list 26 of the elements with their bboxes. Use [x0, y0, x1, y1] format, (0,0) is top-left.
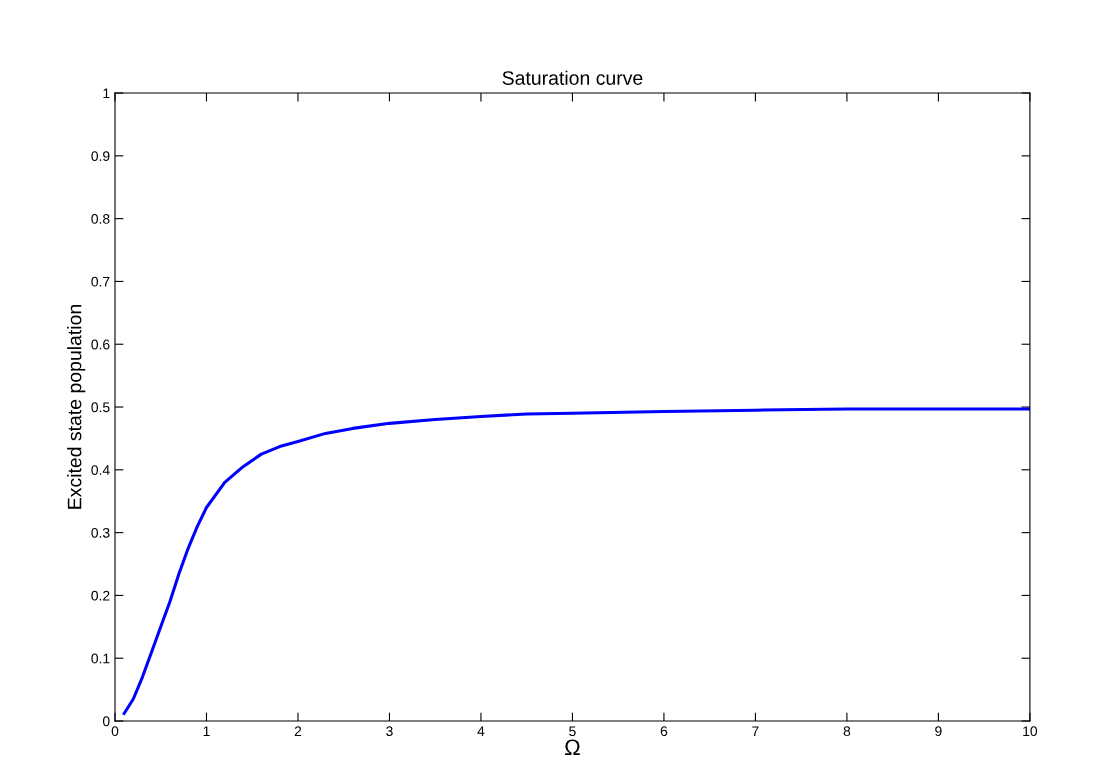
y-tick-label: 0: [102, 716, 110, 727]
line-series: [122, 407, 1030, 715]
x-tick-label: 8: [843, 726, 851, 737]
x-axis-title: Ω: [565, 739, 580, 755]
y-tick-label: 0.4: [91, 465, 110, 475]
x-tick-label: 4: [477, 726, 485, 736]
x-tick-label: 7: [752, 726, 759, 736]
y-tick-label: 0.7: [91, 276, 110, 287]
x-tick-label: 0: [111, 726, 119, 737]
y-tick-label: 0.3: [91, 527, 110, 538]
y-tick-label: 0.6: [91, 339, 110, 350]
chart-title: Saturation curve: [502, 70, 643, 85]
y-tick-label: 0.9: [91, 151, 110, 162]
y-tick-label: 0.2: [91, 590, 110, 601]
x-tick-label: 1: [203, 726, 210, 736]
x-tick-label: 3: [386, 726, 393, 737]
y-tick-label: 0.8: [91, 213, 110, 224]
y-axis-title: Excited state population: [67, 305, 86, 509]
x-tick-label: 9: [935, 726, 942, 737]
x-tick-label: 10: [1023, 726, 1038, 737]
x-tick-label: 2: [294, 726, 302, 736]
y-tick-label: 0.5: [91, 402, 110, 413]
y-tick-label: 1: [103, 88, 110, 99]
y-tick-label: 0.1: [91, 653, 110, 664]
x-tick-label: 5: [569, 726, 576, 737]
x-tick-label: 6: [660, 726, 668, 737]
